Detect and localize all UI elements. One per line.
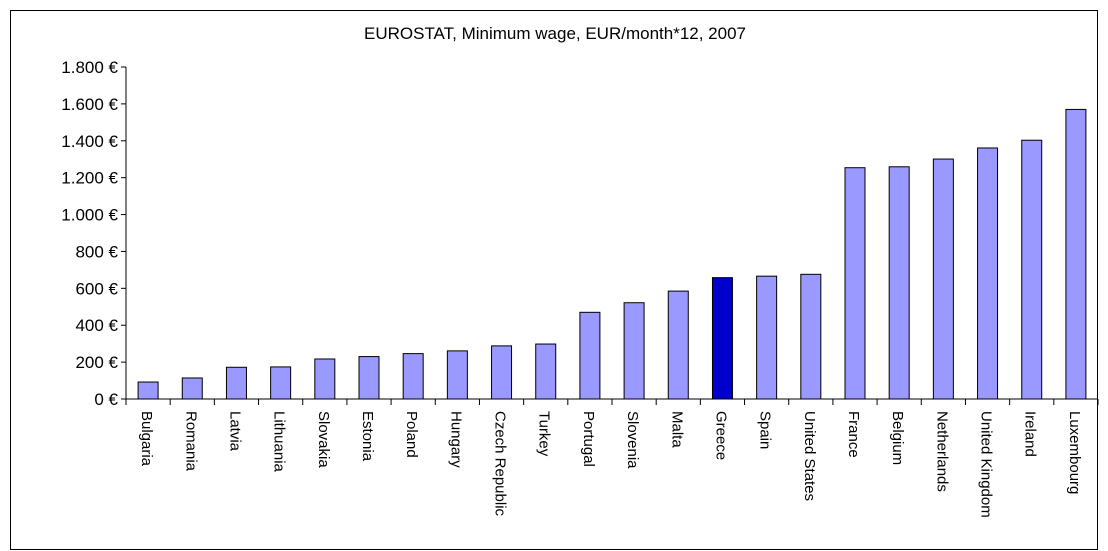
bar-lithuania: [270, 366, 292, 400]
y-tick-label: 0 €: [94, 390, 118, 409]
x-tick-label: Slovakia: [315, 411, 332, 468]
bar-greece: [711, 277, 733, 400]
x-tick-label: Latvia: [226, 411, 243, 452]
y-tick-label: 1.600 €: [61, 95, 118, 114]
x-tick-label: Bulgaria: [138, 411, 155, 467]
x-tick-label: Turkey: [536, 411, 553, 457]
x-tick-label: United States: [801, 411, 818, 501]
y-tick-label: 400 €: [75, 316, 118, 335]
bar-hungary: [446, 350, 468, 400]
y-tick-label: 1.200 €: [61, 169, 118, 188]
bar-malta: [667, 290, 689, 400]
x-tick-label: Luxembourg: [1066, 411, 1083, 494]
bars: [137, 108, 1087, 400]
bar-belgium: [888, 166, 910, 400]
bar-ireland: [1021, 139, 1043, 400]
bar-bulgaria: [137, 381, 159, 400]
x-tick-label: Slovenia: [624, 411, 641, 469]
y-tick-label: 800 €: [75, 242, 118, 261]
bar-spain: [756, 275, 778, 400]
x-tick-label: Estonia: [359, 411, 376, 462]
y-tick-label: 600 €: [75, 279, 118, 298]
y-axis: 0 € 200 € 400 € 600 € 800 € 1.000 € 1.200 € 1.4…: [61, 58, 127, 409]
bar-estonia: [358, 356, 380, 400]
x-tick-label: Ireland: [1022, 411, 1039, 457]
x-tick-label: Lithuania: [271, 411, 288, 473]
y-tick-label: 200 €: [75, 353, 118, 372]
bar-united-states: [800, 273, 822, 400]
bar-poland: [402, 353, 424, 400]
y-tick-label: 1.000 €: [61, 206, 118, 225]
y-tick-label: 1.400 €: [61, 132, 118, 151]
bar-portugal: [579, 311, 601, 400]
bar-slovenia: [623, 302, 645, 400]
x-tick-label: United Kingdom: [978, 411, 995, 518]
x-tick-label: Poland: [403, 411, 420, 458]
x-tick-label: Greece: [712, 411, 729, 460]
x-tick-label: Netherlands: [933, 411, 950, 492]
x-tick-label: France: [845, 411, 862, 458]
chart-title: EUROSTAT, Minimum wage, EUR/month*12, 20…: [364, 24, 746, 43]
chart-frame: EUROSTAT, Minimum wage, EUR/month*12, 20…: [10, 10, 1099, 550]
x-tick-label: Portugal: [580, 411, 597, 467]
bar-chart: EUROSTAT, Minimum wage, EUR/month*12, 20…: [61, 24, 1099, 518]
x-tick-label: Czech Republic: [492, 411, 509, 517]
bar-romania: [181, 377, 203, 400]
y-tick-label: 1.800 €: [61, 58, 118, 77]
bar-netherlands: [932, 158, 954, 400]
bar-france: [844, 167, 866, 400]
x-axis: Bulgaria Romania Latvia Lithuania Slovakia Es…: [125, 398, 1099, 518]
bar-latvia: [225, 366, 247, 400]
x-tick-label: Spain: [757, 411, 774, 449]
x-tick-label: Malta: [668, 411, 685, 448]
x-tick-label: Hungary: [447, 411, 464, 468]
bar-united-kingdom: [977, 147, 999, 400]
bar-luxembourg: [1065, 108, 1087, 400]
x-tick-label: Belgium: [889, 411, 906, 465]
bar-turkey: [535, 343, 557, 400]
bar-czech-republic: [491, 345, 513, 400]
x-tick-label: Romania: [182, 411, 199, 472]
bar-slovakia: [314, 358, 336, 400]
